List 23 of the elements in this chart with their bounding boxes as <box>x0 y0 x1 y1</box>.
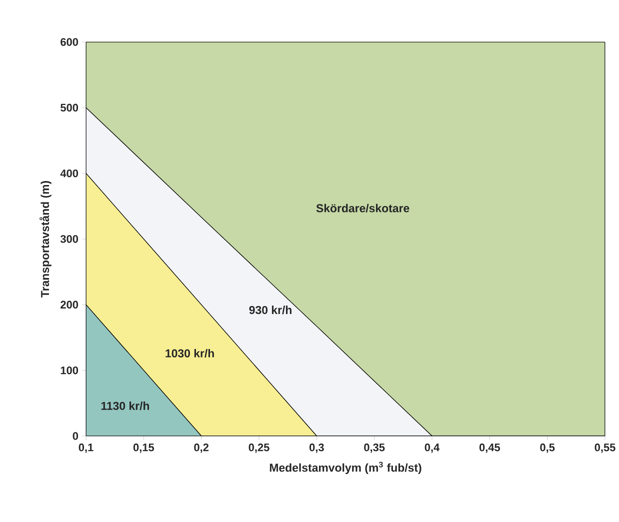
x-tick-label: 0,45 <box>479 444 500 453</box>
x-tick-label: 0,1 <box>78 444 94 453</box>
series-label: 1030 kr/h <box>166 349 214 358</box>
series-label: 930 kr/h <box>249 306 292 314</box>
y-tick-label: 400 <box>60 169 78 178</box>
y-tick-label: 300 <box>60 235 78 243</box>
x-tick-label: 0,35 <box>364 444 385 453</box>
y-tick-label: 500 <box>60 104 78 112</box>
x-tick-label: 0,3 <box>309 444 324 453</box>
x-tick-label: 0,25 <box>248 444 270 453</box>
y-tick-label: 600 <box>60 38 78 46</box>
series-label: 1130 kr/h <box>101 402 150 410</box>
x-tick-label: 0,5 <box>540 444 555 453</box>
x-tick-label: 0,2 <box>194 444 209 453</box>
x-tick-label: 0,4 <box>424 444 440 453</box>
x-tick-label: 0,55 <box>594 444 616 453</box>
y-tick-label: 100 <box>60 366 78 374</box>
x-axis-title: Medelstamvolym (m$^{3}$ fub/st) <box>270 462 422 474</box>
y-tick-label: 200 <box>60 300 78 309</box>
series-label: Skördare/skotare <box>316 204 410 212</box>
x-tick-label: 0,15 <box>133 444 154 453</box>
y-tick-label: 0 <box>72 432 78 440</box>
y-axis-title: Transportavstånd (m) <box>40 181 52 298</box>
